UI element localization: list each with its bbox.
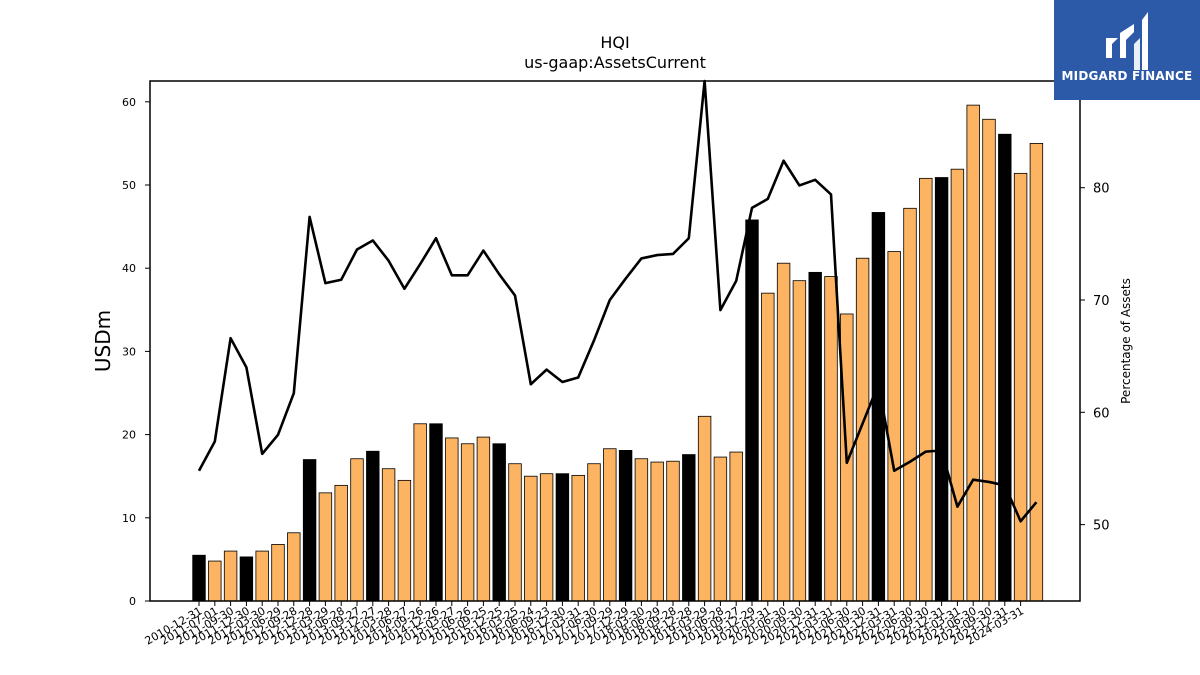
bar — [855, 257, 870, 602]
bar — [1013, 172, 1028, 602]
plot-frame — [149, 80, 1081, 602]
bar — [682, 454, 696, 602]
bar — [223, 550, 238, 602]
bar — [381, 468, 396, 602]
bar — [824, 276, 838, 602]
bar — [587, 463, 601, 602]
y-tick-label: 10 — [122, 512, 136, 525]
bar — [745, 219, 759, 602]
bar — [919, 177, 933, 602]
y-tick-label: 20 — [122, 429, 136, 442]
bar — [808, 271, 822, 602]
chart-title: HQI — [600, 33, 629, 52]
bar — [302, 459, 317, 602]
bar — [887, 251, 901, 602]
bar — [634, 458, 649, 602]
percentage-line — [197, 79, 1038, 523]
bars-group — [192, 104, 1044, 602]
bar — [366, 450, 380, 602]
bar — [429, 423, 443, 602]
bar — [287, 532, 301, 602]
bar — [524, 475, 538, 602]
bar — [761, 292, 775, 602]
bar — [729, 451, 743, 602]
bar — [208, 560, 222, 602]
brand-name: MIDGARD FINANCE — [1061, 69, 1193, 83]
bar — [982, 118, 996, 602]
y-tick-label: 60 — [122, 96, 136, 109]
bar — [476, 436, 491, 602]
y-tick-label: 0 — [129, 595, 136, 608]
bar — [350, 458, 364, 602]
bar — [571, 474, 585, 602]
bar — [555, 473, 570, 602]
bar — [318, 492, 333, 602]
bar — [460, 443, 475, 602]
y2-tick-label: 60 — [1093, 406, 1110, 421]
bar — [603, 448, 617, 602]
bar — [697, 415, 712, 602]
y-tick-label: 50 — [122, 179, 136, 192]
bar — [1029, 142, 1044, 602]
chart-subtitle: us-gaap:AssetsCurrent — [524, 53, 706, 72]
y-tick-label: 30 — [122, 345, 136, 358]
bar — [792, 280, 807, 602]
bar — [413, 423, 427, 602]
y2-tick-label: 50 — [1093, 519, 1110, 534]
bar — [713, 456, 728, 602]
bar — [445, 437, 459, 602]
bar — [539, 473, 554, 602]
bar — [255, 550, 269, 602]
bar — [966, 104, 980, 602]
y-tick-label: 40 — [122, 262, 136, 275]
bar — [950, 168, 965, 602]
bar — [334, 484, 348, 602]
x-axis: 2010-12-312011-07-012011-09-302011-12-30… — [143, 601, 1026, 648]
y-axis-label: USDm — [91, 310, 115, 372]
bar — [998, 133, 1012, 602]
bar — [192, 554, 206, 602]
y2-tick-label: 80 — [1093, 182, 1110, 197]
line-group — [197, 79, 1038, 523]
bar — [508, 463, 522, 602]
bar — [618, 450, 633, 602]
bar — [934, 177, 949, 602]
y2-tick-label: 70 — [1093, 294, 1110, 309]
bar — [666, 460, 680, 602]
bar — [271, 544, 285, 602]
bar — [776, 262, 791, 602]
bar — [397, 479, 412, 602]
logo-mark-icon — [1106, 12, 1148, 70]
y-axis-left: 0 10 20 30 40 50 60 — [122, 96, 150, 608]
y2-axis-label: Percentage of Assets — [1119, 278, 1133, 404]
bar — [650, 461, 664, 602]
bar — [903, 207, 917, 602]
brand-logo: MIDGARD FINANCE — [1054, 0, 1200, 100]
y-axis-right: 50 60 70 80 — [1080, 182, 1110, 534]
bar — [239, 556, 254, 602]
bar — [492, 443, 506, 602]
